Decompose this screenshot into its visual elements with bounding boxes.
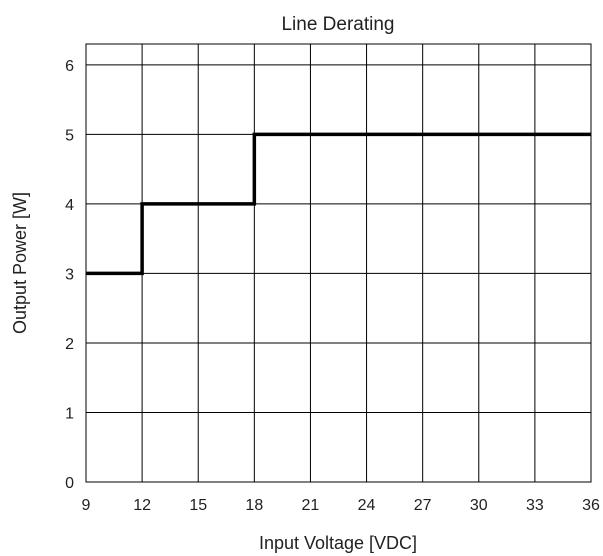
- y-tick-label: 3: [65, 266, 74, 283]
- x-tick-label: 21: [302, 497, 320, 514]
- y-tick-label: 0: [65, 475, 74, 492]
- x-axis-label: Input Voltage [VDC]: [259, 533, 417, 553]
- y-tick-label: 2: [65, 336, 74, 353]
- x-tick-label: 15: [189, 497, 207, 514]
- x-tick-label: 24: [358, 497, 376, 514]
- x-tick-label: 18: [245, 497, 263, 514]
- x-tick-label: 9: [82, 497, 91, 514]
- y-tick-label: 6: [65, 58, 74, 75]
- derating-step-line: [86, 132, 591, 276]
- y-tick-labels: 0 1 2 3 4 5 6: [65, 58, 74, 492]
- plot-frame: [85, 43, 592, 483]
- x-tick-labels: 9 12 15 18 21 24 27 30 33 36: [82, 497, 600, 514]
- x-tick-label: 27: [414, 497, 432, 514]
- series-layer: [86, 132, 591, 276]
- x-tick-label: 30: [470, 497, 488, 514]
- y-tick-label: 4: [65, 197, 74, 214]
- x-tick-label: 36: [582, 497, 600, 514]
- x-tick-label: 33: [526, 497, 544, 514]
- y-tick-label: 1: [65, 405, 74, 422]
- y-tick-label: 5: [65, 127, 74, 144]
- y-axis-label: Output Power [W]: [10, 192, 30, 334]
- chart-title: Line Derating: [281, 14, 394, 35]
- grid: [85, 44, 592, 483]
- x-tick-label: 12: [133, 497, 151, 514]
